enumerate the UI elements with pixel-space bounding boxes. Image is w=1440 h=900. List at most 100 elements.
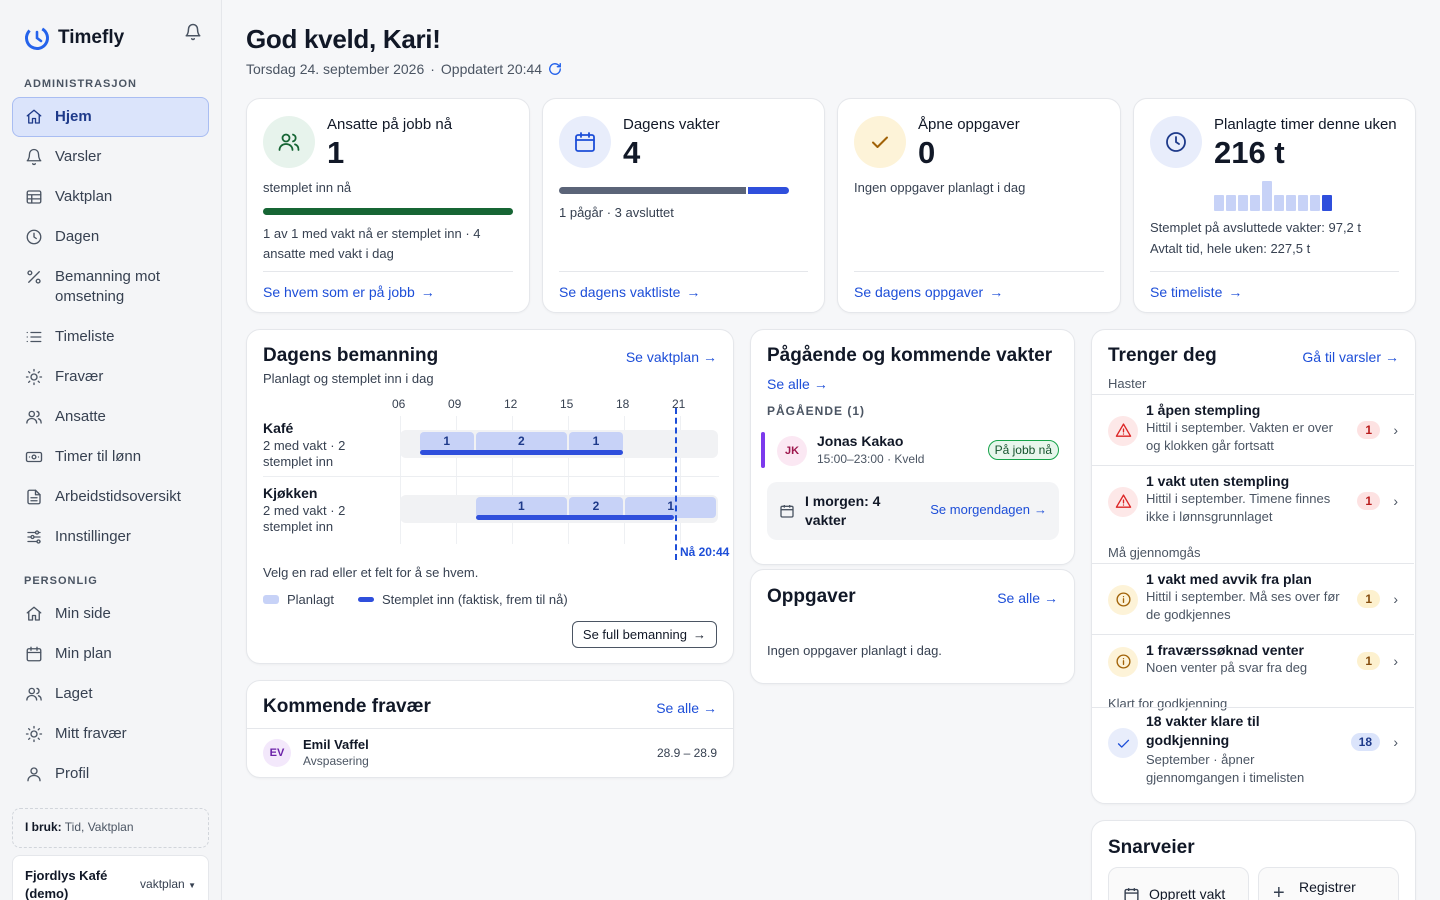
- list-item[interactable]: EV Emil Vaffel Avspasering 28.9 – 28.9: [247, 728, 733, 778]
- sidebar-item-mitt-fravaer[interactable]: Mitt fravær: [12, 714, 209, 754]
- absence-dates: 28.9 – 28.9: [656, 746, 717, 760]
- bell-icon: [26, 148, 42, 166]
- staffing-row-name: Kjøkken: [263, 485, 318, 501]
- full-staffing-button[interactable]: Se full bemanning →: [571, 621, 717, 648]
- needs-item-title: 1 vakt med avvik fra plan: [1146, 571, 1312, 587]
- chevron-right-icon: ›: [1393, 734, 1398, 750]
- check-icon: [854, 116, 906, 168]
- kpi-detail-agreed: Avtalt tid, hele uken: 227,5 t: [1150, 241, 1311, 256]
- planned-segment[interactable]: 2: [569, 497, 623, 518]
- warning-icon: [1108, 415, 1138, 446]
- ongoing-shifts-bar: [747, 187, 789, 194]
- clocked-segment: [475, 515, 674, 520]
- sidebar-item-timeliste[interactable]: Timeliste: [12, 317, 209, 357]
- org-switcher[interactable]: Fjordlys Kafé (demo) vaktplan ▼: [12, 855, 209, 900]
- sidebar-item-timer-til-lonn[interactable]: Timer til lønn: [12, 437, 209, 477]
- see-schedule-link[interactable]: Se vaktplan →: [626, 349, 717, 365]
- kpi-value: 4: [623, 135, 641, 170]
- sidebar-item-dagen[interactable]: Dagen: [12, 217, 209, 257]
- see-who-is-working-link[interactable]: Se hvem som er på jobb →: [263, 271, 513, 300]
- sidebar-item-label: Mitt fravær: [55, 725, 127, 742]
- list-icon: [26, 331, 42, 343]
- needs-item[interactable]: 1 vakt uten stempling Hittil i september.…: [1092, 465, 1414, 536]
- tomorrow-box: I morgen: 4 vakter Se morgendagen →: [767, 482, 1059, 540]
- needs-item[interactable]: 1 åpen stempling Hittil i september. Vakt…: [1092, 394, 1414, 465]
- refresh-icon[interactable]: [548, 62, 562, 76]
- notifications-button[interactable]: [184, 23, 202, 41]
- sidebar-item-bemanning[interactable]: Bemanning mot omsetning: [12, 257, 209, 317]
- sidebar-item-min-side[interactable]: Min side: [12, 594, 209, 634]
- sidebar-item-vaktplan[interactable]: Vaktplan: [12, 177, 209, 217]
- needs-item[interactable]: 18 vakter klare til godkjenning September…: [1092, 707, 1414, 805]
- app-logo[interactable]: Timefly: [24, 25, 124, 51]
- planned-segment[interactable]: 2: [475, 432, 567, 453]
- money-icon: [25, 451, 43, 463]
- see-shift-list-link[interactable]: Se dagens vaktliste →: [559, 271, 808, 300]
- sidebar-item-profil[interactable]: Profil: [12, 754, 209, 794]
- chevron-right-icon: ›: [1393, 421, 1398, 438]
- now-label: Nå 20:44: [679, 545, 730, 559]
- date-label: Torsdag 24. september 2026: [246, 61, 425, 77]
- timefly-logo-icon: [25, 26, 49, 50]
- shift-status-bar: [559, 187, 809, 194]
- staffing-row-sub: 2 med vakt · 2 stemplet inn: [263, 503, 346, 534]
- go-to-notifications-link[interactable]: Gå til varsler →: [1302, 349, 1399, 365]
- daily-hours-bar: [1238, 194, 1248, 211]
- arrow-right-icon: →: [813, 376, 828, 392]
- link-label: Se hvem som er på jobb: [263, 284, 415, 300]
- planned-segment[interactable]: 1: [625, 497, 717, 518]
- see-tomorrow-link[interactable]: Se morgendagen →: [930, 502, 1047, 517]
- arrow-right-icon: →: [693, 627, 706, 642]
- hour-gridline: [456, 416, 457, 544]
- link-label: Se dagens vaktliste: [559, 284, 681, 300]
- sidebar-item-min-plan[interactable]: Min plan: [12, 634, 209, 674]
- needs-item[interactable]: 1 fraværssøknad venter Noen venter på sva…: [1092, 634, 1414, 687]
- sidebar-item-varsler[interactable]: Varsler: [12, 137, 209, 177]
- ongoing-shift-row[interactable]: JK Jonas Kakao 15:00–23:00 · Kveld På jo…: [761, 432, 1061, 468]
- check-icon: [1108, 728, 1138, 758]
- see-timesheet-link[interactable]: Se timeliste →: [1150, 271, 1399, 300]
- arrow-right-icon: →: [1228, 284, 1243, 300]
- tasks-empty: Ingen oppgaver planlagt i dag.: [767, 643, 942, 658]
- org-name: Fjordlys Kafé (demo): [25, 868, 108, 900]
- planned-segment[interactable]: 1: [419, 432, 474, 453]
- users-icon: [26, 687, 42, 701]
- kpi-title: Planlagte timer denne uken: [1214, 116, 1397, 133]
- sidebar-item-fravaer[interactable]: Fravær: [12, 357, 209, 397]
- calendar-icon: [26, 646, 42, 662]
- see-all-shifts-link[interactable]: Se alle →: [767, 376, 828, 392]
- planned-segment[interactable]: 1: [475, 497, 567, 518]
- kpi-detail: 1 pågår · 3 avsluttet: [559, 205, 674, 220]
- needs-item-title: 1 åpen stempling: [1146, 402, 1261, 418]
- home-icon: [26, 109, 42, 124]
- register-absence-button[interactable]: + Registrer fravær: [1258, 867, 1399, 900]
- absence-person: Emil Vaffel: [303, 737, 369, 752]
- caret-down-icon: ▼: [188, 881, 196, 890]
- sidebar: Timefly ADMINISTRASJON Hjem Varsler Vaktpl…: [0, 0, 222, 900]
- see-all-tasks-link[interactable]: Se alle →: [997, 590, 1058, 606]
- staffing-timeline: 06 09 12 15 18 21 Kafé 2 med vakt · 2 stemplet …: [247, 330, 735, 665]
- create-shift-button[interactable]: Opprett vakt: [1108, 867, 1249, 900]
- sun-icon: [25, 725, 43, 743]
- percent-icon: [27, 270, 41, 284]
- needs-item[interactable]: 1 vakt med avvik fra plan Hittil i septem…: [1092, 563, 1414, 634]
- sidebar-item-laget[interactable]: Laget: [12, 674, 209, 714]
- kpi-card-on-duty: Ansatte på jobb nå 1 stemplet inn nå 1 a…: [246, 98, 530, 313]
- shortcuts-title: Snarveier: [1108, 837, 1195, 858]
- sidebar-item-innstillinger[interactable]: Innstillinger: [12, 517, 209, 557]
- daily-hours-chart: [1214, 179, 1332, 211]
- tasks-card: Oppgaver Se alle → Ingen oppgaver planlag…: [750, 569, 1075, 684]
- hour-gridline: [512, 416, 513, 544]
- sidebar-item-arbeidstid[interactable]: Arbeidstidsoversikt: [12, 477, 209, 517]
- daily-hours-bar: [1214, 194, 1224, 211]
- see-tasks-link[interactable]: Se dagens oppgaver →: [854, 271, 1104, 300]
- info-icon: [1108, 646, 1138, 677]
- org-module-select[interactable]: vaktplan ▼: [140, 877, 196, 900]
- count-badge: 18: [1350, 733, 1380, 751]
- arrow-right-icon: →: [703, 349, 717, 365]
- see-all-absence-link[interactable]: Se alle →: [656, 700, 717, 716]
- sidebar-item-hjem[interactable]: Hjem: [12, 97, 209, 137]
- sidebar-item-ansatte[interactable]: Ansatte: [12, 397, 209, 437]
- needs-title: Trenger deg: [1108, 345, 1217, 366]
- planned-segment[interactable]: 1: [569, 432, 623, 453]
